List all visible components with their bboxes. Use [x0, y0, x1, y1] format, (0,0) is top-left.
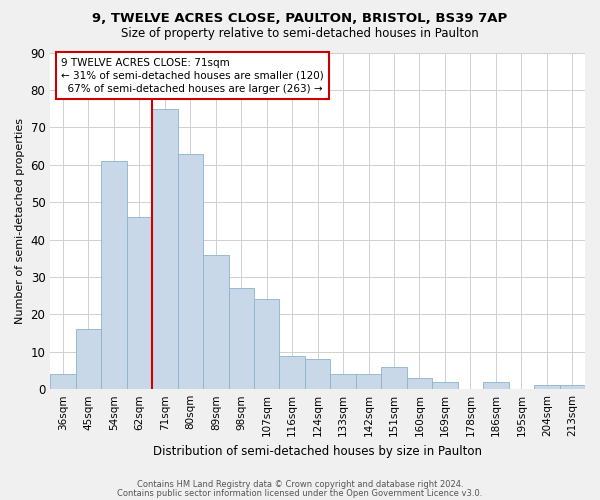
Bar	[127, 217, 152, 389]
Bar	[483, 382, 509, 389]
Bar	[534, 386, 560, 389]
Bar	[203, 254, 229, 389]
Bar	[305, 360, 331, 389]
Bar	[407, 378, 432, 389]
Text: Contains HM Land Registry data © Crown copyright and database right 2024.: Contains HM Land Registry data © Crown c…	[137, 480, 463, 489]
Bar	[560, 386, 585, 389]
Text: 9 TWELVE ACRES CLOSE: 71sqm
← 31% of semi-detached houses are smaller (120)
  67: 9 TWELVE ACRES CLOSE: 71sqm ← 31% of sem…	[61, 58, 324, 94]
Bar	[331, 374, 356, 389]
Bar	[280, 356, 305, 389]
Bar	[432, 382, 458, 389]
Bar	[50, 374, 76, 389]
Bar	[101, 161, 127, 389]
Text: Size of property relative to semi-detached houses in Paulton: Size of property relative to semi-detach…	[121, 28, 479, 40]
Bar	[254, 300, 280, 389]
Bar	[356, 374, 382, 389]
Bar	[178, 154, 203, 389]
Bar	[152, 108, 178, 389]
Y-axis label: Number of semi-detached properties: Number of semi-detached properties	[15, 118, 25, 324]
Bar	[76, 330, 101, 389]
Text: Contains public sector information licensed under the Open Government Licence v3: Contains public sector information licen…	[118, 489, 482, 498]
X-axis label: Distribution of semi-detached houses by size in Paulton: Distribution of semi-detached houses by …	[153, 444, 482, 458]
Bar	[382, 366, 407, 389]
Bar	[229, 288, 254, 389]
Text: 9, TWELVE ACRES CLOSE, PAULTON, BRISTOL, BS39 7AP: 9, TWELVE ACRES CLOSE, PAULTON, BRISTOL,…	[92, 12, 508, 26]
